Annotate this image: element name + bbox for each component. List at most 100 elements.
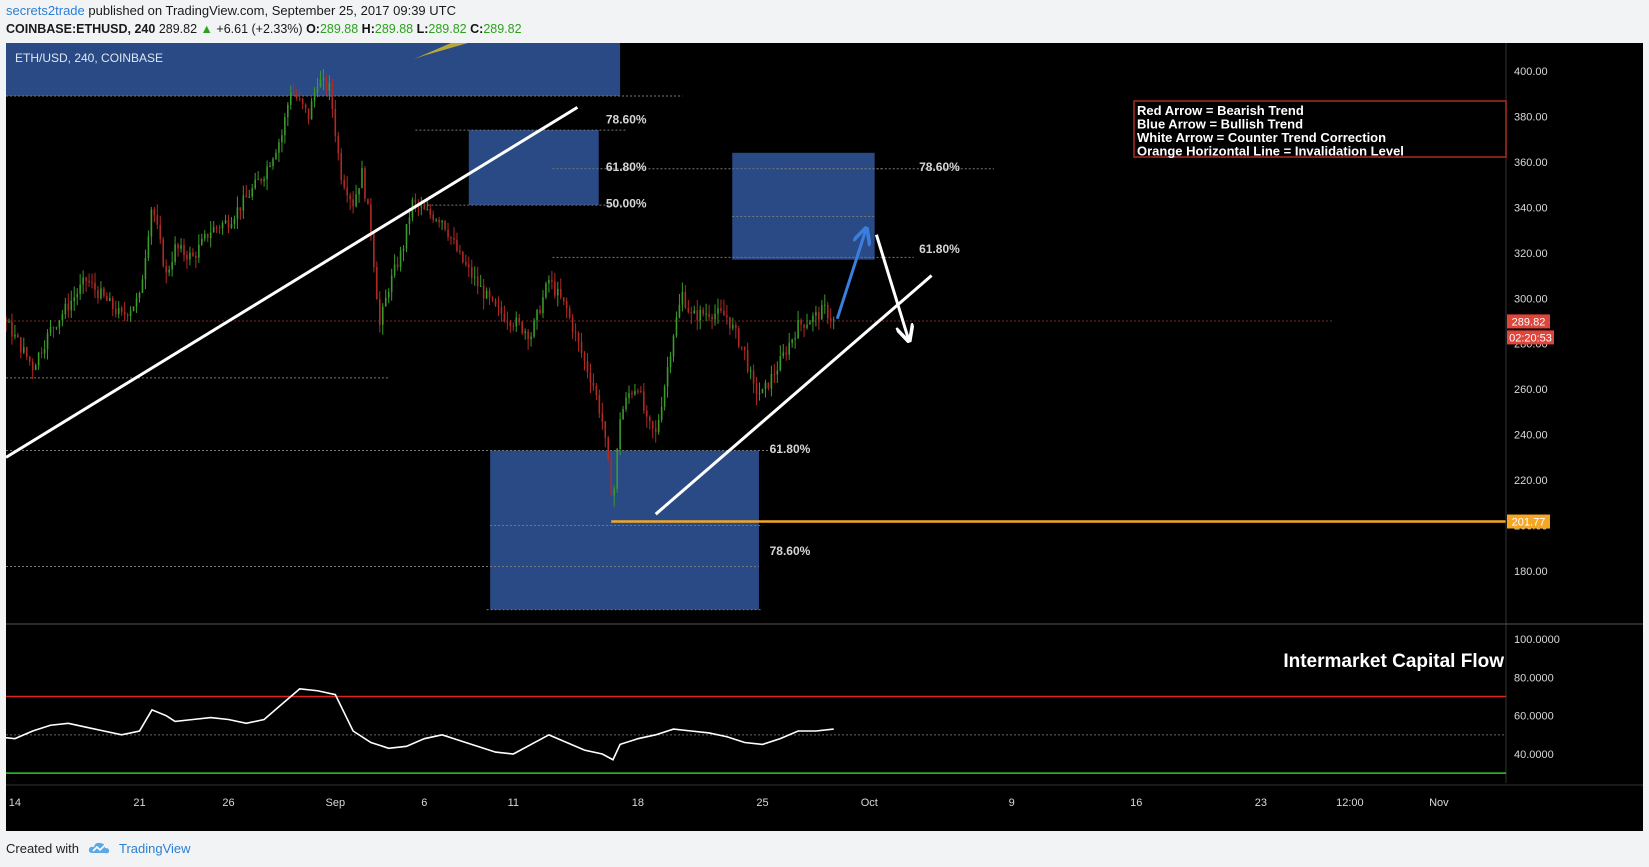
candle-body (405, 223, 408, 249)
candle-body (189, 252, 191, 260)
candle-body (726, 315, 728, 318)
author-link[interactable]: secrets2trade (6, 3, 85, 18)
tradingview-link[interactable]: TradingView (118, 840, 191, 856)
candle-body (147, 236, 150, 258)
candle-body (755, 383, 758, 395)
candle-body (740, 346, 743, 348)
candle-body (396, 264, 399, 268)
candle-body (310, 101, 313, 120)
indicator-y-tick: 60.0000 (1514, 711, 1554, 723)
candle-body (281, 135, 283, 143)
candle-body (643, 391, 645, 411)
candle-body (8, 321, 10, 323)
candle-body (473, 276, 476, 278)
candle-body (592, 382, 595, 386)
candle-body (637, 390, 639, 392)
close-value: 289.82 (483, 22, 522, 36)
candle-body (384, 297, 387, 307)
candle-body (675, 317, 678, 336)
price-chart[interactable]: ETH/USD, 240, COINBASE 78.60% 61.80% 50.00… (0, 25, 1643, 831)
candle-body (28, 356, 31, 362)
candle-body (37, 352, 40, 366)
candle-body (408, 217, 411, 224)
candle-body (785, 352, 788, 355)
candle-body (242, 195, 245, 211)
candle-body (376, 267, 378, 300)
candle-body (482, 285, 485, 299)
candle-body (61, 314, 64, 321)
candle-body (198, 244, 200, 258)
fib-zone-1 (468, 130, 599, 206)
candle-body (732, 324, 734, 329)
candle-body (651, 421, 654, 429)
candle-body (646, 410, 648, 417)
candle-body (622, 409, 624, 420)
candle-body (295, 94, 298, 99)
y-tick-label: 380.00 (1514, 111, 1548, 123)
chart-title: ETH/USD, 240, COINBASE (15, 51, 163, 65)
y-tick-label: 320.00 (1514, 248, 1548, 260)
candle-body (586, 361, 589, 373)
candle-body (447, 229, 449, 238)
candle-body (462, 251, 464, 263)
publish-info: secrets2trade published on TradingView.c… (6, 3, 456, 18)
candle-body (177, 244, 179, 249)
candle-body (58, 320, 61, 328)
candle-body (171, 262, 173, 270)
y-tick-label: 360.00 (1514, 157, 1548, 169)
candle-body (218, 227, 221, 229)
candle-body (43, 348, 46, 354)
fib-label: 61.80% (919, 242, 960, 256)
candle-body (500, 306, 503, 314)
high-value: 289.88 (374, 22, 414, 36)
candle-body (292, 92, 295, 95)
candle-body (278, 142, 280, 153)
counter-trend-arrow (874, 234, 908, 340)
candle-body (809, 322, 811, 325)
candle-body (559, 288, 562, 298)
candle-body (604, 421, 607, 438)
candle-body (794, 338, 796, 340)
candle-body (301, 98, 304, 105)
candle-body (571, 317, 574, 332)
candle-body (589, 372, 592, 383)
candle-body (67, 303, 70, 311)
candle-body (251, 188, 254, 197)
candle-body (269, 165, 271, 167)
legend-box (1133, 100, 1507, 158)
candle-body (432, 214, 434, 221)
candle-body (491, 297, 494, 300)
candle-body (800, 320, 802, 325)
x-tick-label: Oct (861, 797, 878, 809)
symbol-quote-bar: COINBASE:ETHUSD, 240 289.82 ▲ +6.61 (+2.… (6, 22, 522, 36)
bullish-arrow (835, 230, 865, 320)
candle-body (52, 327, 55, 329)
candle-body (429, 209, 432, 215)
price-change: +6.61 (+2.33%) (216, 22, 303, 36)
candle-body (76, 293, 78, 298)
candle-body (767, 382, 770, 389)
candle-body (574, 331, 577, 333)
low-label: L: (416, 22, 429, 36)
chart-container[interactable]: ETH/USD, 240, COINBASE 78.60% 61.80% 50.00… (0, 25, 1643, 831)
fib-label: 50.00% (606, 196, 647, 210)
y-tick-label: 180.00 (1514, 566, 1548, 578)
indicator-y-tick: 80.0000 (1514, 672, 1554, 684)
candle-body (162, 239, 165, 267)
candle-body (678, 304, 681, 318)
candle-body (657, 420, 660, 433)
candle-body (381, 306, 384, 325)
candle-body (669, 356, 672, 368)
candle-body (361, 168, 363, 189)
candle-body (165, 266, 167, 273)
candle-body (254, 179, 256, 189)
candle-body (512, 325, 515, 327)
candle-body (275, 152, 277, 159)
candle-body (821, 305, 823, 320)
candle-body (180, 245, 182, 249)
candle-body (619, 419, 621, 449)
candle-body (479, 285, 482, 287)
candle-body (290, 92, 292, 105)
candle-body (373, 233, 375, 268)
candle-body (743, 346, 746, 351)
